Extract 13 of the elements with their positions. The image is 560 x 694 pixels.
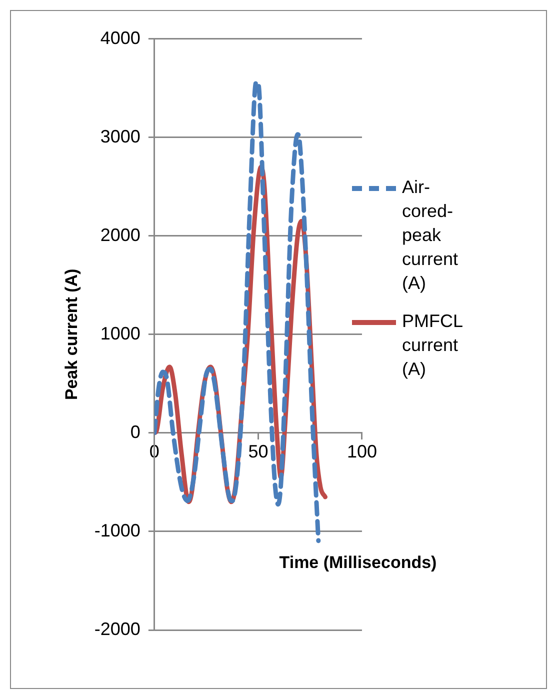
y-tick-label: 2000 xyxy=(100,224,140,245)
legend-label: Air-cored-peak current (A) xyxy=(402,176,460,295)
y-axis-title: Peak current (A) xyxy=(62,268,81,400)
y-tick-label: 0 xyxy=(130,422,140,442)
x-tick-label: 100 xyxy=(346,442,378,462)
x-tick-label: 50 xyxy=(248,442,268,462)
y-tick-label: 3000 xyxy=(100,126,140,146)
y-tick-label: 4000 xyxy=(100,28,140,48)
y-tick-label: 1000 xyxy=(100,323,140,344)
x-axis-title: Time (Milliseconds) xyxy=(278,553,438,573)
legend-label: PMFCL current (A) xyxy=(402,310,464,381)
y-tick-label: -2000 xyxy=(94,618,140,639)
y-tick-label: -1000 xyxy=(94,520,140,540)
